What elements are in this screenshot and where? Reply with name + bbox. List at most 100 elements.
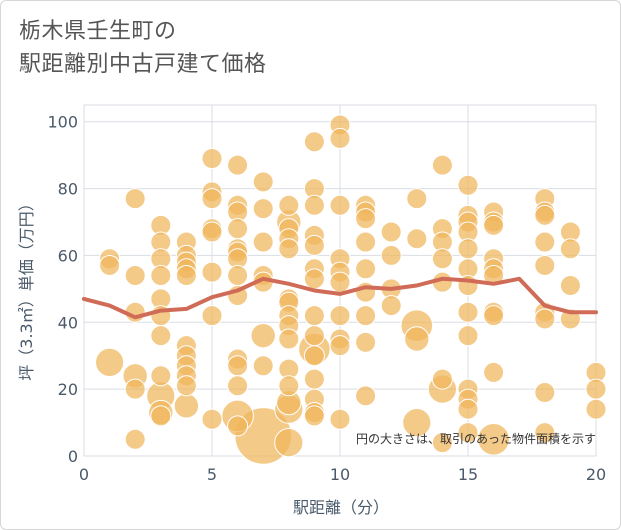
data-bubble	[431, 154, 453, 176]
data-bubble	[355, 208, 377, 230]
data-bubble	[483, 214, 505, 236]
size-note: 円の大きさは、取引のあった物件面積を示す	[356, 431, 596, 446]
data-bubble	[303, 405, 325, 427]
data-bubble	[303, 345, 325, 367]
data-bubble	[173, 393, 200, 419]
x-tick-label: 15	[458, 465, 478, 484]
data-bubble	[329, 408, 351, 430]
data-bubble	[124, 378, 146, 400]
data-bubble	[278, 194, 300, 216]
data-bubble	[95, 347, 125, 377]
x-tick-label: 20	[586, 465, 606, 484]
y-tick-label: 80	[58, 180, 78, 199]
data-bubble	[329, 271, 351, 293]
y-tick-label: 0	[68, 447, 78, 466]
y-tick-label: 60	[58, 246, 78, 265]
x-tick-label: 5	[207, 465, 217, 484]
data-bubble	[99, 254, 121, 276]
data-bubble	[150, 264, 172, 286]
data-bubble	[250, 322, 276, 349]
data-bubble	[329, 305, 351, 327]
data-bubble	[457, 301, 479, 323]
data-bubble	[303, 305, 325, 327]
data-bubble	[201, 408, 223, 430]
data-bubble	[457, 174, 479, 196]
data-bubble	[559, 275, 581, 297]
data-bubble	[431, 368, 453, 390]
data-bubble	[227, 218, 249, 240]
data-bubble	[585, 378, 607, 400]
data-bubble	[457, 325, 479, 347]
data-bubble	[201, 147, 223, 169]
data-bubble	[380, 221, 402, 243]
data-bubble	[175, 375, 197, 397]
data-bubble	[227, 375, 249, 397]
y-tick-label: 100	[47, 113, 78, 132]
trend-layer	[82, 276, 598, 320]
data-bubble	[175, 264, 197, 286]
data-bubble	[402, 407, 432, 438]
data-bubble	[329, 194, 351, 216]
data-bubble	[227, 154, 249, 176]
data-bubble	[303, 268, 325, 290]
data-bubble	[534, 381, 556, 403]
x-axis-label: 駅距離（分）	[293, 498, 389, 517]
data-bubble	[585, 398, 607, 420]
data-bubble	[274, 428, 304, 458]
data-bubble	[406, 228, 428, 250]
data-bubble	[124, 264, 146, 286]
data-bubble	[355, 331, 377, 353]
data-bubble	[278, 328, 300, 350]
data-bubble	[227, 355, 249, 377]
data-bubble	[355, 231, 377, 253]
data-bubble	[534, 231, 556, 253]
chart-title-line2: 駅距離別中古戸建て価格	[19, 52, 267, 77]
data-bubble	[431, 248, 453, 270]
data-bubble	[201, 305, 223, 327]
data-bubble	[534, 308, 556, 330]
data-bubble	[355, 281, 377, 303]
trend-line	[82, 276, 598, 320]
data-bubble	[355, 258, 377, 280]
data-bubble	[124, 428, 146, 450]
data-bubble	[227, 415, 249, 437]
data-bubble	[559, 238, 581, 260]
data-bubble	[252, 171, 274, 193]
data-bubble	[278, 375, 300, 397]
data-bubble	[329, 127, 351, 149]
data-bubble	[150, 405, 172, 427]
data-bubble	[406, 188, 428, 210]
data-bubble	[303, 234, 325, 256]
data-bubble	[201, 221, 223, 243]
data-bubble	[124, 188, 146, 210]
x-tick-label: 0	[79, 465, 89, 484]
data-bubble	[457, 398, 479, 420]
data-bubble	[483, 361, 505, 383]
chart-title: 栃木県壬生町の 駅距離別中古戸建て価格	[19, 15, 267, 81]
data-bubble	[355, 385, 377, 407]
data-bubble	[150, 325, 172, 347]
data-bubble	[303, 131, 325, 153]
data-bubble	[355, 305, 377, 327]
data-bubble	[150, 365, 172, 387]
data-bubble	[457, 238, 479, 260]
data-bubble	[404, 326, 430, 352]
chart-title-line1: 栃木県壬生町の	[19, 19, 177, 44]
data-bubble	[278, 238, 300, 260]
y-tick-label: 40	[58, 313, 78, 332]
data-bubble	[483, 305, 505, 327]
y-axis-label: 坪（3.3㎡）単価（万円）	[17, 195, 36, 380]
data-bubble	[457, 422, 479, 444]
data-bubble	[380, 244, 402, 266]
data-bubble	[201, 188, 223, 210]
data-bubble	[534, 204, 556, 226]
data-bubble	[303, 194, 325, 216]
y-tick-label: 20	[58, 380, 78, 399]
data-bubble	[252, 355, 274, 377]
data-bubble	[380, 295, 402, 317]
bubble-layer	[95, 114, 607, 465]
x-tick-label: 10	[330, 465, 350, 484]
data-bubble	[201, 261, 223, 283]
data-bubble	[534, 254, 556, 276]
